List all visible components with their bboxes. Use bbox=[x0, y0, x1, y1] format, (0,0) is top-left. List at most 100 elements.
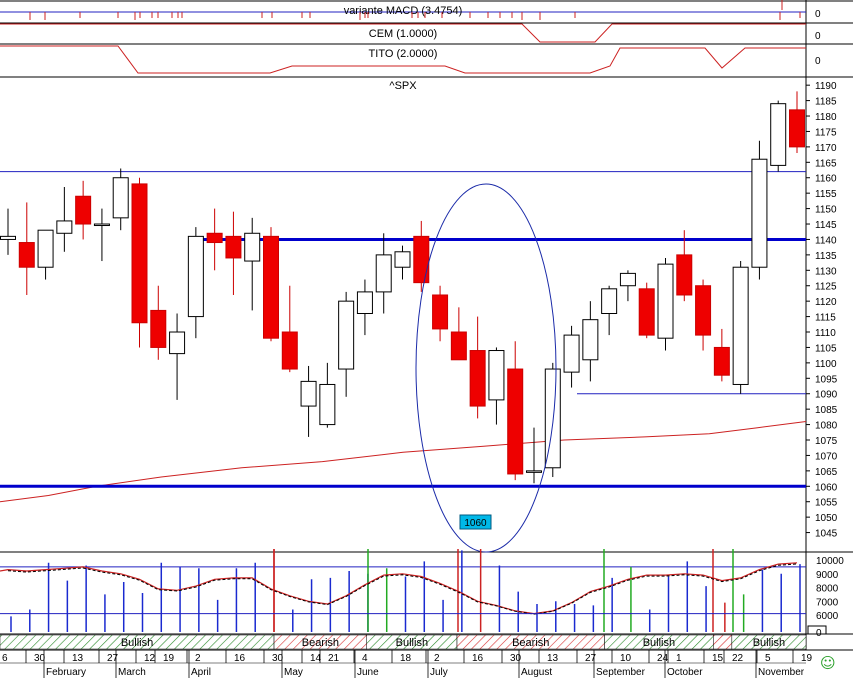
candle-body bbox=[244, 232, 261, 262]
price-tick-label: 1085 bbox=[815, 405, 838, 416]
date-day-label: 27 bbox=[107, 653, 119, 664]
candle-body bbox=[375, 254, 392, 293]
candle-body bbox=[657, 263, 674, 339]
candle-body bbox=[544, 368, 561, 469]
date-day-label: 22 bbox=[732, 653, 744, 664]
date-day-label: 2 bbox=[434, 653, 440, 664]
price-tick-label: 1095 bbox=[815, 374, 838, 385]
signal-label: Bearish bbox=[302, 637, 339, 649]
horizontal-lines bbox=[0, 171, 806, 488]
date-day-label: 13 bbox=[72, 653, 84, 664]
price-panel: ^SPX 1045 1050 1055 1060 1065 1070 1075 1080 108… bbox=[0, 80, 838, 553]
candle-body bbox=[300, 380, 317, 407]
date-day-label: 24 bbox=[657, 653, 669, 664]
candle-body bbox=[770, 103, 787, 166]
price-tick-label: 1185 bbox=[815, 97, 837, 108]
volume-tick-label: 6000 bbox=[816, 611, 839, 622]
candle-body bbox=[169, 331, 186, 355]
date-day-label: 5 bbox=[765, 653, 771, 664]
price-tick-label: 1050 bbox=[815, 513, 838, 524]
date-day-label: 30 bbox=[272, 653, 284, 664]
price-axis: 1045 1050 1055 1060 1065 1070 1075 1080 1085 1090… bbox=[806, 81, 838, 540]
price-tick-label: 1070 bbox=[815, 451, 838, 462]
date-day-label: 1 bbox=[676, 653, 682, 664]
signal-label: Bearish bbox=[512, 637, 549, 649]
date-month-label: June bbox=[357, 667, 379, 678]
date-month-label: May bbox=[284, 667, 303, 678]
box-label-bg bbox=[459, 514, 492, 530]
candles bbox=[0, 91, 805, 484]
candle-body bbox=[526, 470, 542, 473]
cem-title: CEM (1.0000) bbox=[369, 28, 437, 40]
candle-body bbox=[619, 272, 636, 287]
date-day-label: 2 bbox=[195, 653, 201, 664]
price-tick-label: 1075 bbox=[815, 436, 838, 447]
volume-tick-label: 9000 bbox=[816, 570, 839, 581]
candle-body bbox=[507, 368, 524, 475]
date-month-label: February bbox=[46, 667, 86, 678]
price-tick-label: 1145 bbox=[815, 220, 837, 231]
price-tick-label: 1055 bbox=[815, 498, 838, 509]
signal-label: Bullish bbox=[121, 637, 153, 649]
candle-body bbox=[413, 235, 430, 284]
macd-ticks bbox=[29, 0, 801, 20]
date-day-label: 12 bbox=[144, 653, 156, 664]
date-month-label: April bbox=[191, 667, 211, 678]
price-tick-label: 1150 bbox=[815, 205, 837, 216]
candle-body bbox=[206, 232, 223, 244]
date-day-label: 10 bbox=[620, 653, 632, 664]
date-day-label: 30 bbox=[34, 653, 46, 664]
tito-axis-label: 0 bbox=[815, 56, 821, 67]
volume-tick-label: 7000 bbox=[816, 597, 839, 608]
price-tick-label: 1165 bbox=[815, 158, 837, 169]
tito-title: TITO (2.0000) bbox=[369, 48, 438, 60]
candle-body bbox=[394, 251, 411, 268]
candle-body bbox=[56, 220, 73, 234]
candle-body bbox=[789, 109, 805, 148]
macd-axis-label: 0 bbox=[815, 9, 821, 20]
price-tick-label: 1190 bbox=[815, 81, 837, 92]
candle-body bbox=[432, 294, 449, 330]
candle-body bbox=[0, 235, 16, 240]
bearish-band bbox=[713, 634, 733, 650]
price-tick-label: 1115 bbox=[815, 313, 836, 324]
candle-body bbox=[582, 319, 599, 361]
candle-body bbox=[601, 288, 618, 315]
candle-body bbox=[563, 334, 580, 373]
date-day-label: 15 bbox=[712, 653, 724, 664]
candle-body bbox=[263, 235, 279, 339]
box-label: 1060 bbox=[464, 518, 487, 529]
candle-body bbox=[150, 309, 167, 348]
date-day-label: 13 bbox=[547, 653, 559, 664]
cem-axis-label: 0 bbox=[815, 31, 821, 42]
price-tick-label: 1080 bbox=[815, 421, 838, 432]
moving-average-path bbox=[0, 421, 807, 503]
price-tick-label: 1160 bbox=[815, 174, 837, 185]
volume-tick-label: 8000 bbox=[816, 584, 839, 595]
price-tick-label: 1060 bbox=[815, 482, 838, 493]
price-title: ^SPX bbox=[389, 80, 417, 92]
price-tick-label: 1105 bbox=[815, 343, 837, 354]
date-month-label: November bbox=[758, 667, 805, 678]
date-day-label: 6 bbox=[2, 653, 8, 664]
smiley-icon[interactable]: ☺ bbox=[820, 654, 836, 672]
volume-scroll-box bbox=[807, 625, 827, 635]
price-tick-label: 1170 bbox=[815, 143, 837, 154]
date-day-label: 19 bbox=[801, 653, 813, 664]
price-tick-label: 1140 bbox=[815, 235, 837, 246]
date-day-label: 27 bbox=[585, 653, 597, 664]
cem-line bbox=[0, 23, 806, 43]
price-tick-label: 1100 bbox=[815, 359, 837, 370]
date-day-label: 21 bbox=[328, 653, 340, 664]
date-axis: 6 30 13 27 12 19 2 16 30 14 21 4 18 2 16 30 13 27 10 24 1 15 2… bbox=[0, 650, 813, 678]
candle-body bbox=[319, 383, 336, 426]
signal-label: Bullish bbox=[753, 637, 785, 649]
signal-band: Bullish Bearish Bullish Bearish Bullish Bulli… bbox=[0, 634, 807, 650]
candle-body bbox=[112, 177, 129, 219]
price-tick-label: 1135 bbox=[815, 251, 837, 262]
price-tick-label: 1110 bbox=[815, 328, 836, 339]
price-tick-label: 1065 bbox=[815, 467, 838, 478]
macd-title: variante MACD (3.4754) bbox=[344, 5, 463, 17]
